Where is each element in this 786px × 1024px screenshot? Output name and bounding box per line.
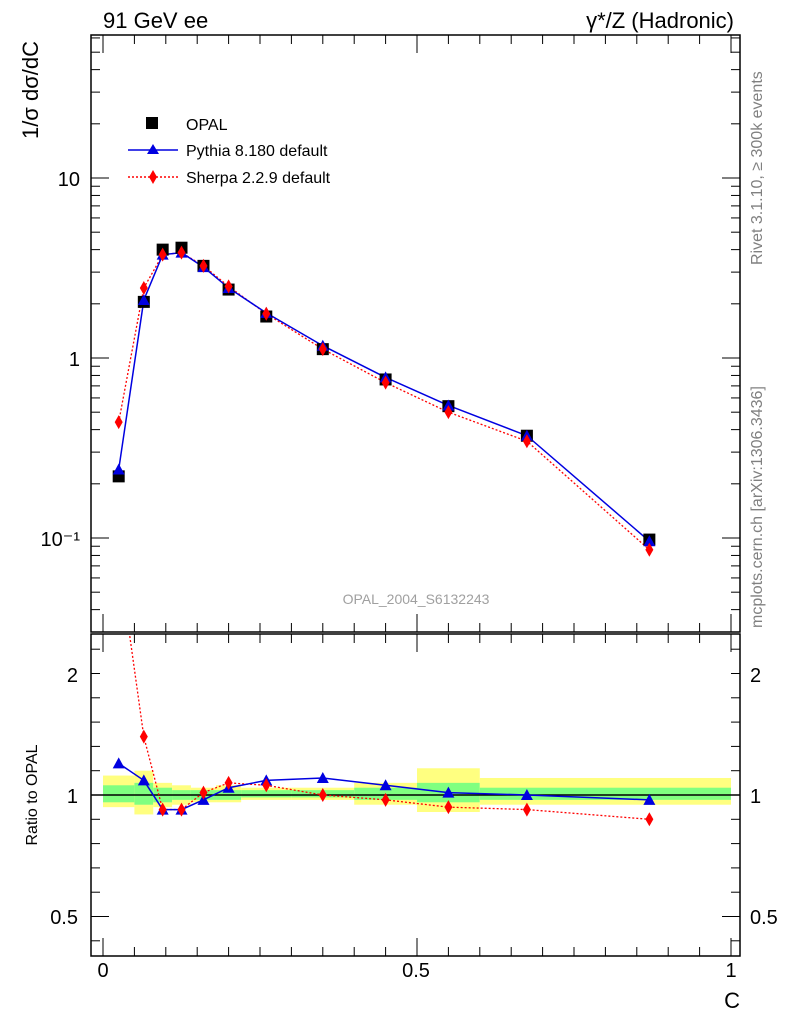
- legend-marker-opal: [146, 117, 158, 129]
- legend-label-sherpa: Sherpa 2.2.9 default: [186, 170, 331, 187]
- sherpa-point: [444, 405, 453, 420]
- sherpa-point: [522, 434, 531, 449]
- ratio-pythia-point: [520, 789, 533, 800]
- legend-marker-sherpa: [149, 170, 157, 184]
- ratio-sherpa-point: [199, 785, 208, 800]
- pythia-point: [442, 399, 455, 411]
- ratio-pythia-point: [137, 774, 150, 786]
- mcplots-label: mcplots.cern.ch [arXiv:1306.3436]: [749, 386, 766, 628]
- ratio-pythia-point: [442, 786, 455, 798]
- ratio-y-tick-label-1: 1: [67, 786, 78, 808]
- main-panel: 1/σ dσ/dC 10 1 10⁻¹ OPAL_2004_S6132243 O…: [18, 34, 741, 633]
- ratio-sherpa-point: [444, 800, 453, 815]
- ratio-sherpa-point: [262, 778, 271, 793]
- ratio-uncertainty-bands: [103, 768, 731, 815]
- legend-label-pythia: Pythia 8.180 default: [186, 143, 328, 160]
- ratio-pythia-line: [118, 762, 650, 811]
- ratio-pythia-point: [112, 757, 125, 769]
- ratio-sherpa-point: [224, 775, 233, 790]
- ratio-sherpa-point: [158, 802, 167, 817]
- ratio-sherpa-point: [645, 812, 654, 827]
- ratio-pythia-point: [316, 771, 329, 783]
- main-plot-area: [112, 241, 656, 557]
- ratio-y-axis-label: Ratio to OPAL: [24, 744, 41, 845]
- main-y-tick-label-0-1: 10⁻¹: [41, 529, 81, 551]
- pythia-point: [137, 294, 150, 306]
- sherpa-point: [262, 306, 271, 321]
- ratio-sherpa-point: [115, 550, 123, 564]
- sherpa-point: [381, 375, 390, 390]
- ratio-band-inner: [241, 790, 292, 798]
- pythia-point: [643, 535, 656, 547]
- ratio-sherpa-point: [139, 729, 148, 744]
- sherpa-point: [224, 279, 233, 294]
- main-y-tick-label-10: 10: [58, 169, 80, 191]
- legend-marker-pythia: [147, 144, 159, 154]
- main-frame: [90, 34, 741, 633]
- pythia-point: [112, 463, 125, 475]
- ratio-pythia-point: [643, 793, 656, 805]
- ratio-y-tick-label-0-5: 0.5: [50, 907, 78, 929]
- main-axis-ticks: [91, 35, 740, 632]
- sherpa-point: [318, 342, 327, 357]
- legend: OPAL Pythia 8.180 default Sherpa 2.2.9 d…: [128, 117, 331, 187]
- rivet-version-label: Rivet 3.1.10, ≥ 300k events: [749, 71, 766, 265]
- ratio-right-tick-label-0-5: 0.5: [750, 907, 778, 929]
- ratio-right-tick-label-1: 1: [750, 786, 761, 808]
- ratio-band-inner: [134, 782, 154, 805]
- ratio-sherpa-point: [522, 802, 531, 817]
- header-left: 91 GeV ee: [103, 8, 208, 33]
- ratio-y-tick-label-2: 2: [67, 665, 78, 687]
- ratio-axis-ticks: [91, 634, 740, 956]
- x-axis-label: C: [724, 988, 740, 1013]
- header-right: γ*/Z (Hadronic): [586, 8, 734, 33]
- ratio-pythia-point: [379, 779, 392, 791]
- ratio-right-tick-label-2: 2: [750, 665, 761, 687]
- ratio-band-inner: [103, 785, 135, 803]
- ratio-plot-area: [112, 550, 656, 827]
- analysis-label: OPAL_2004_S6132243: [343, 591, 490, 607]
- sherpa-point: [645, 542, 654, 557]
- x-tick-label-1: 1: [725, 960, 736, 982]
- ratio-panel: Ratio to OPAL 2 1 0.5 2 1 0.5 0 0.5 1 C: [24, 550, 778, 1013]
- sherpa-point: [177, 245, 186, 260]
- sherpa-point: [139, 280, 148, 295]
- main-y-tick-label-1: 1: [69, 349, 80, 371]
- pythia-series-line: [117, 251, 650, 542]
- sherpa-series-line: [118, 251, 650, 551]
- sherpa-point: [158, 247, 167, 262]
- x-tick-label-0-5: 0.5: [402, 960, 430, 982]
- sherpa-point: [114, 415, 123, 430]
- legend-label-opal: OPAL: [186, 117, 228, 134]
- main-y-axis-label: 1/σ dσ/dC: [18, 41, 43, 139]
- ratio-sherpa-point: [318, 788, 327, 802]
- ratio-sherpa-point: [381, 792, 390, 807]
- sherpa-point: [199, 258, 208, 273]
- x-tick-label-0: 0: [97, 960, 108, 982]
- ratio-band-inner: [479, 787, 731, 800]
- ratio-sherpa-point: [177, 802, 186, 817]
